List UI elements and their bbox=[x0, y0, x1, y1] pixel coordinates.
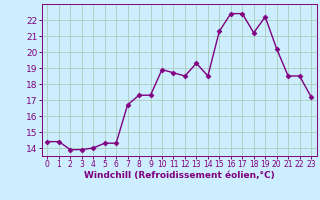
X-axis label: Windchill (Refroidissement éolien,°C): Windchill (Refroidissement éolien,°C) bbox=[84, 171, 275, 180]
